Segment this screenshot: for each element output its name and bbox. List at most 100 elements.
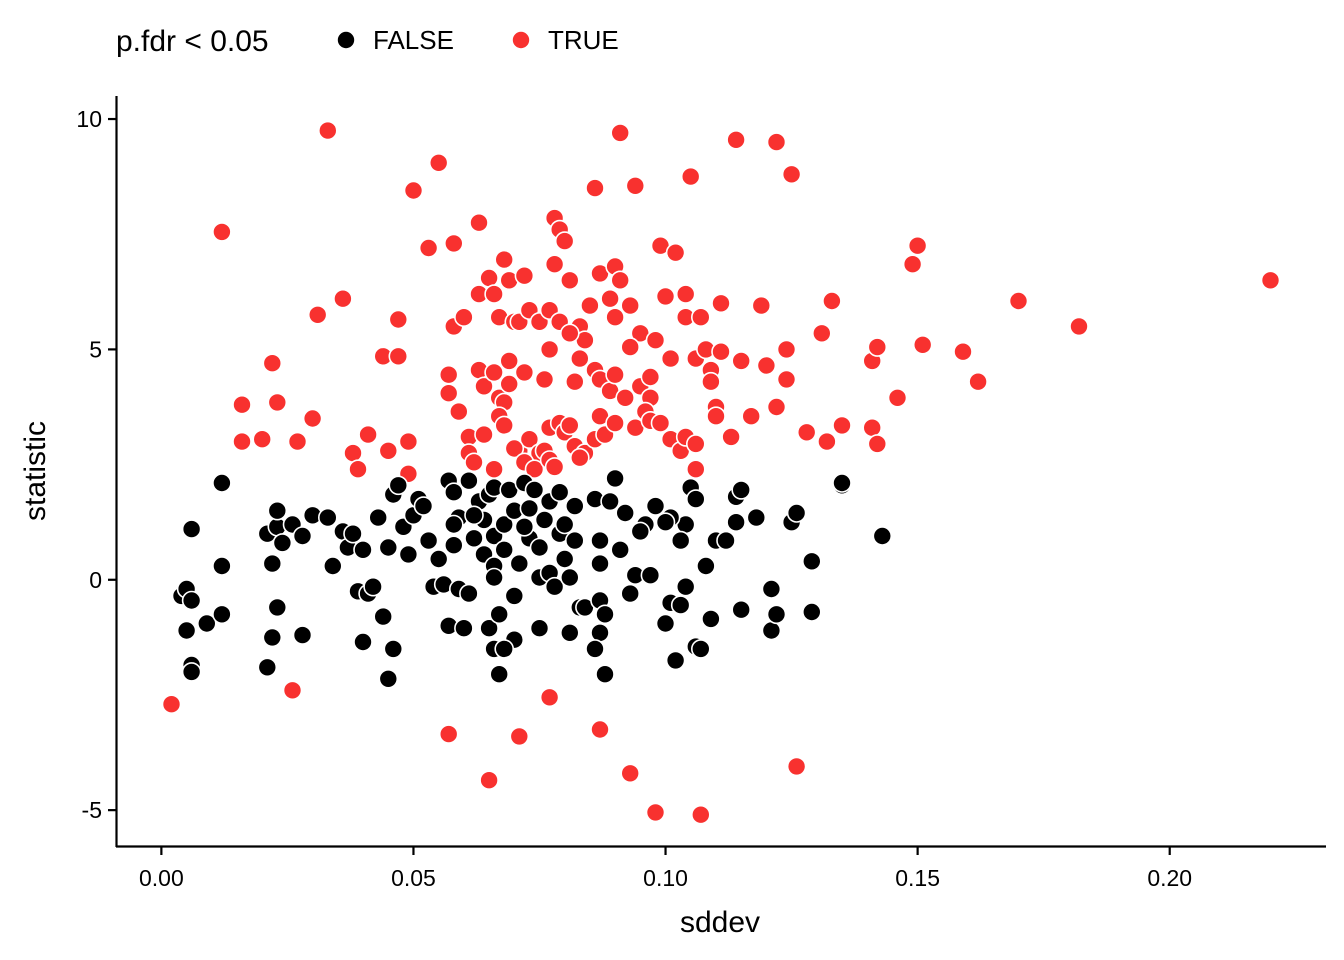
data-point-false [262,627,283,648]
data-point-false [554,549,575,569]
data-point-false [534,510,555,530]
data-point-true [494,415,515,436]
data-point-true [811,323,832,344]
data-point-true [544,254,565,275]
data-point-true [479,770,499,791]
data-point-false [443,482,464,503]
data-point-false [645,496,666,516]
data-point-false [378,537,399,558]
legend-title: p.fdr < 0.05 [116,25,269,58]
data-point-true [706,406,726,427]
data-point-true [307,304,328,325]
legend-label-false: FALSE [373,25,454,55]
data-point-false [464,528,484,549]
legend-label-true: TRUE [548,25,619,55]
data-point-false [363,576,383,597]
data-point-true [902,254,923,275]
data-point-true [605,307,625,328]
data-point-true [524,459,545,480]
data-point-false [272,533,293,553]
data-point-false [605,468,625,489]
data-point-true [494,249,515,270]
data-point-false [292,625,313,645]
data-point-true [766,397,787,417]
data-point-true [403,180,424,201]
data-point-false [544,576,565,597]
data-point-true [161,694,182,715]
data-point-true [388,346,409,367]
data-point-true [776,339,797,360]
data-point-false [559,567,580,588]
data-point-false [519,498,540,519]
data-point-true [615,387,636,408]
data-point-true [731,351,752,371]
data-point-true [620,295,641,316]
data-point-false [257,657,278,678]
data-point-true [756,355,777,376]
points-layer [161,120,1281,825]
y-ticks: -5 0 5 10 [76,106,116,823]
data-point-true [474,424,494,445]
data-point-false [615,503,636,523]
data-point-true [907,235,928,256]
data-point-true [620,337,641,357]
data-point-false [685,489,706,509]
x-tick-label: 0.20 [1147,865,1192,891]
data-point-true [600,288,620,309]
data-point-false [670,530,691,551]
data-point-false [590,622,610,643]
data-point-false [786,503,807,523]
data-point-false [696,556,716,576]
data-point-false [564,496,585,516]
data-point-false [267,597,288,618]
data-point-true [428,153,449,173]
data-point-false [726,512,746,533]
data-point-false [489,604,510,625]
data-point-false [761,579,782,599]
data-point-true [862,417,883,438]
data-point-true [781,164,802,185]
data-point-true [585,178,605,198]
data-point-true [252,429,273,450]
data-point-true [564,371,585,392]
data-point-true [625,176,646,196]
data-point-false [464,505,484,526]
data-point-true [499,351,520,371]
data-point-true [479,268,499,288]
data-point-true [534,369,555,390]
data-point-true [822,291,842,311]
data-point-false [489,664,510,685]
data-point-true [605,364,625,385]
data-point-true [484,284,504,304]
data-point-false [529,618,550,639]
data-point-false [640,565,661,586]
data-point-true [968,371,988,392]
data-point-false [655,613,676,634]
data-point-true [348,459,368,480]
data-point-false [564,530,585,551]
data-point-false [494,514,515,535]
y-tick-label: -5 [82,797,102,823]
data-point-true [1260,270,1281,291]
data-point-false [731,480,752,500]
data-point-false [484,567,504,588]
data-point-true [438,364,459,385]
data-point-true [912,334,933,355]
data-point-true [867,337,888,357]
data-point-true [267,392,288,413]
data-point-true [721,427,741,447]
data-point-false [368,507,389,528]
data-point-false [353,632,373,652]
data-point-true [690,804,711,825]
data-point-false [529,537,550,558]
data-point-true [212,222,232,242]
data-point-true [448,401,469,422]
data-point-true [685,459,706,480]
data-point-true [554,231,575,251]
data-point-false [373,606,394,627]
data-point-true [388,309,409,330]
x-tick-label: 0.05 [391,865,436,891]
data-point-true [620,763,641,784]
data-point-true [590,719,610,740]
data-point-true [504,438,525,459]
